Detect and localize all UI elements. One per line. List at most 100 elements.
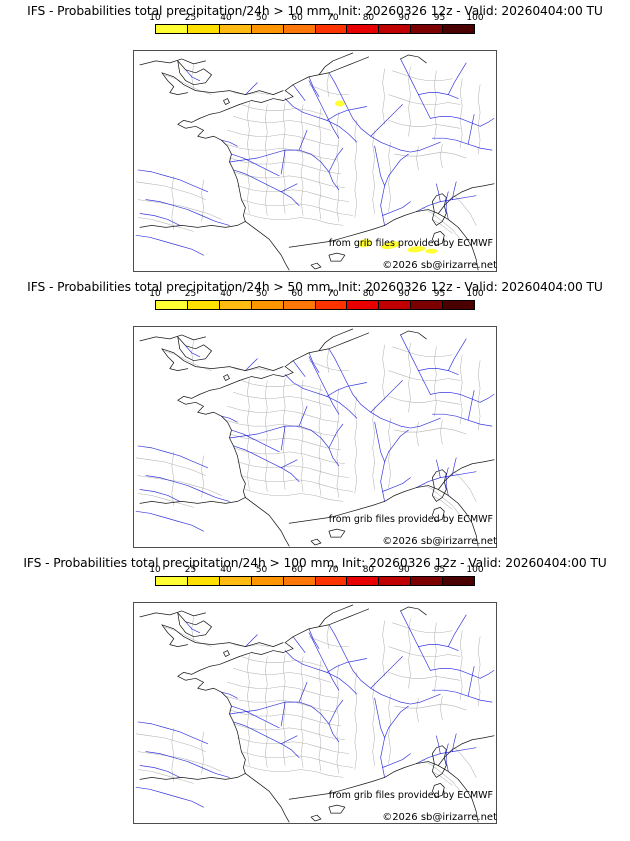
precip-overlay [334, 100, 438, 254]
admin-boundary [326, 348, 330, 373]
coastline [431, 193, 447, 226]
river [382, 753, 411, 768]
admin-boundary [233, 447, 346, 465]
coastline [431, 230, 445, 246]
coastline [284, 56, 370, 92]
admin-boundary [453, 195, 477, 226]
colorbar-band-0 [156, 301, 188, 309]
coastline [416, 209, 479, 271]
admin-boundary [225, 695, 338, 713]
coastline [310, 538, 322, 546]
admin-boundary [229, 157, 342, 175]
admin-boundary [241, 656, 324, 667]
river [447, 62, 467, 95]
colorbar-tick-25: 25 [184, 289, 197, 299]
admin-boundary [318, 660, 322, 772]
coastline [318, 328, 354, 352]
map-canvas[interactable]: from grib files provided by ECMWF [133, 50, 497, 272]
admin-boundary [392, 346, 453, 358]
admin-boundary [241, 751, 354, 768]
coastline [400, 606, 427, 616]
admin-boundary [233, 392, 332, 407]
coastline [161, 348, 189, 371]
river [284, 374, 358, 419]
admin-boundary [300, 104, 304, 216]
colorbar-band-5 [315, 577, 348, 585]
river [447, 338, 467, 371]
colorbar-bands [155, 576, 475, 586]
coastline [161, 624, 284, 647]
river [280, 149, 286, 175]
river [479, 394, 495, 403]
colorbar-tick-90: 90 [398, 13, 410, 23]
admin-boundary [459, 78, 463, 149]
admin-boundary [282, 654, 286, 766]
colorbar-band-6 [347, 25, 380, 33]
admin-boundary [233, 171, 346, 189]
admin-boundary [388, 646, 461, 657]
river [418, 368, 459, 375]
admin-boundary [282, 102, 286, 214]
river [139, 489, 181, 502]
coastline [245, 221, 290, 271]
precip-region-pyrenees-west [357, 239, 372, 248]
coastline [288, 763, 417, 800]
admin-boundary [137, 199, 222, 220]
river [292, 84, 306, 101]
river [280, 183, 298, 193]
admin-boundary [440, 695, 443, 721]
map-canvas[interactable]: from grib files provided by ECMWF [133, 602, 497, 824]
map-svg [135, 52, 495, 271]
colorbar-tick-25: 25 [184, 13, 197, 23]
river [326, 106, 368, 121]
river [435, 459, 441, 478]
coastline [431, 506, 445, 522]
admin-boundary [237, 461, 350, 478]
river [328, 624, 391, 699]
coastline [177, 104, 246, 222]
colorbar-tick-40: 40 [220, 13, 232, 23]
colorbar-band-6 [347, 301, 380, 309]
panel-title: IFS - Probabilities total precipitation/… [27, 4, 603, 18]
colorbar-band-3 [251, 25, 284, 33]
colorbar: 10 25 40 50 60 70 80 90 95 100 [149, 565, 484, 587]
colorbar-tick-95: 95 [433, 13, 446, 23]
map-svg [135, 604, 495, 823]
admin-boundary [354, 672, 358, 770]
admin-boundary [388, 396, 461, 405]
river [430, 116, 481, 127]
river [292, 636, 306, 653]
admin-boundary [137, 493, 194, 508]
admin-boundary [265, 104, 268, 216]
colorbar-band-5 [315, 301, 348, 309]
coastline [245, 773, 290, 823]
coastline [139, 221, 246, 228]
admin-boundary [300, 656, 304, 768]
coastline [161, 348, 284, 371]
colorbar-band-0 [156, 577, 188, 585]
river [298, 681, 308, 703]
admin-boundary [416, 421, 419, 447]
admin-boundary [388, 370, 461, 381]
river [284, 98, 358, 143]
credit-source: from grib files provided by ECMWF [328, 790, 493, 801]
colorbar-band-0 [156, 25, 188, 33]
river [430, 392, 481, 403]
colorbar-band-4 [283, 301, 316, 309]
colorbar-tick-100: 100 [466, 289, 484, 299]
admin-boundary [137, 217, 194, 232]
map-canvas[interactable]: from grib files provided by ECMWF [133, 326, 497, 548]
river [374, 697, 385, 739]
river [135, 510, 204, 532]
coastline [239, 90, 294, 105]
river [233, 169, 300, 206]
river [233, 445, 300, 482]
river [445, 467, 449, 496]
river [374, 421, 385, 463]
basemap [135, 52, 495, 271]
admin-boundary [233, 116, 332, 131]
colorbar-tick-80: 80 [362, 13, 375, 23]
admin-boundary [308, 84, 350, 95]
admin-boundary [241, 380, 324, 391]
coastline [431, 782, 445, 798]
